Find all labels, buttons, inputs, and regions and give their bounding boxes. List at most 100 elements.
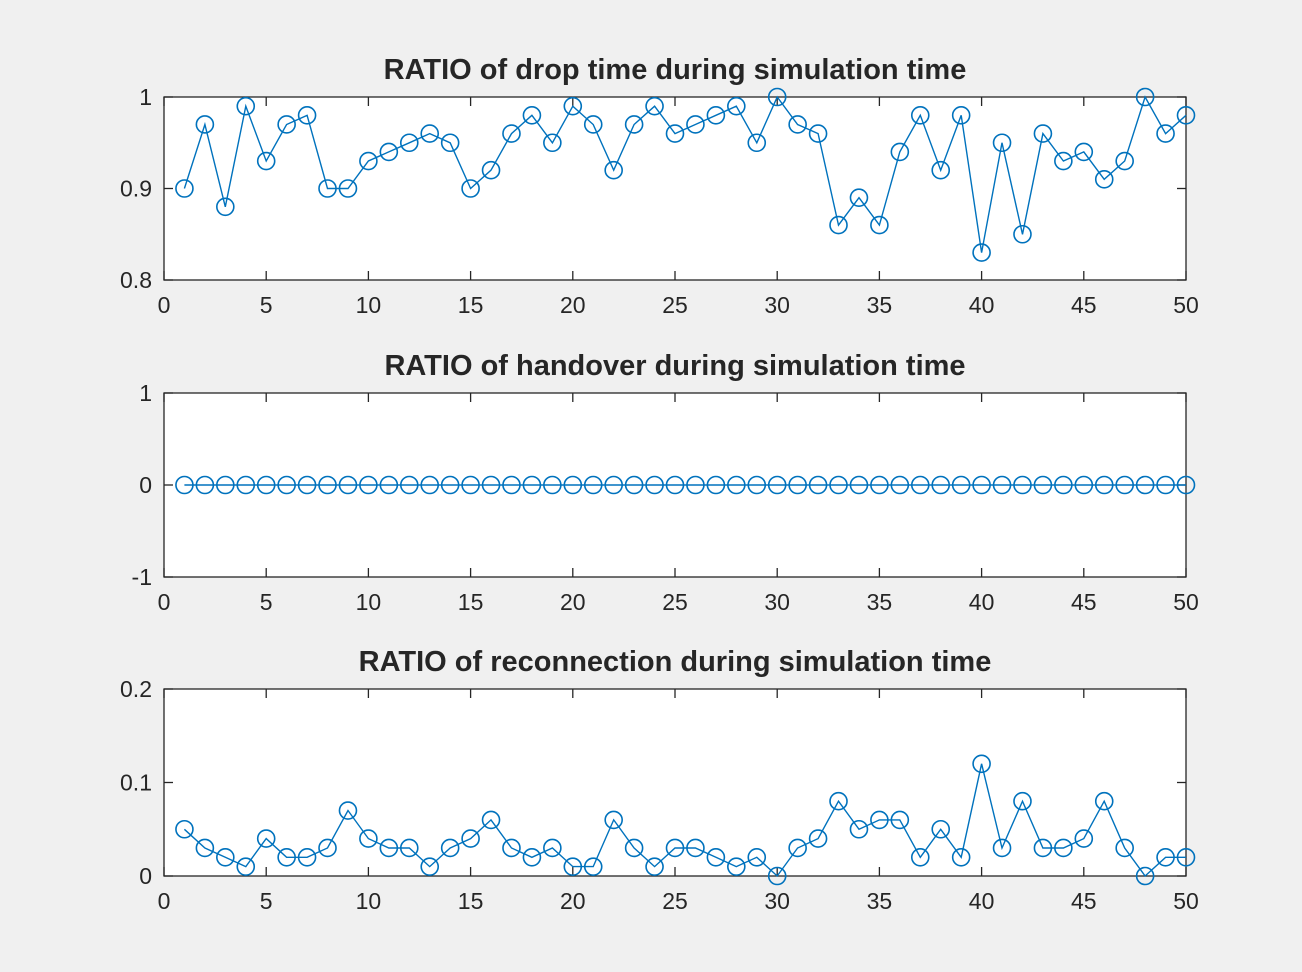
data-point bbox=[686, 475, 705, 495]
data-point bbox=[1094, 475, 1114, 495]
data-point bbox=[829, 791, 848, 811]
data-point bbox=[399, 133, 419, 153]
data-point bbox=[747, 133, 767, 153]
data-point bbox=[808, 124, 828, 143]
x-tick-label: 30 bbox=[764, 589, 790, 615]
x-tick-label: 15 bbox=[458, 589, 484, 615]
data-point bbox=[583, 115, 603, 134]
data-point bbox=[849, 188, 869, 207]
data-point bbox=[256, 829, 276, 848]
data-point bbox=[1176, 475, 1196, 495]
x-tick-label: 25 bbox=[662, 888, 688, 914]
data-point bbox=[461, 475, 480, 495]
data-point bbox=[706, 475, 726, 495]
data-point bbox=[522, 847, 542, 867]
data-point bbox=[359, 151, 378, 171]
data-point bbox=[359, 475, 378, 495]
data-point bbox=[1013, 224, 1032, 244]
data-point bbox=[1094, 170, 1114, 189]
data-point bbox=[543, 133, 562, 153]
data-point bbox=[624, 475, 644, 495]
data-point bbox=[236, 475, 256, 495]
x-tick-label: 20 bbox=[560, 292, 586, 318]
data-point bbox=[665, 475, 685, 495]
data-point bbox=[767, 87, 787, 107]
data-point bbox=[1074, 475, 1094, 495]
data-point bbox=[297, 475, 317, 495]
x-tick-label: 40 bbox=[969, 292, 995, 318]
data-point bbox=[604, 160, 623, 180]
data-point bbox=[931, 475, 951, 495]
axes-box bbox=[163, 688, 1187, 877]
data-point bbox=[788, 838, 807, 858]
data-point bbox=[481, 475, 501, 495]
x-tick-label: 20 bbox=[560, 888, 586, 914]
data-point bbox=[686, 838, 705, 858]
data-point bbox=[1135, 866, 1155, 886]
data-point bbox=[747, 847, 767, 867]
data-point bbox=[502, 475, 521, 495]
y-tick-label: 0.1 bbox=[120, 770, 152, 796]
data-point bbox=[1013, 791, 1032, 811]
data-point bbox=[461, 179, 480, 198]
data-point bbox=[727, 857, 746, 876]
data-point bbox=[931, 160, 951, 180]
data-point bbox=[1135, 475, 1155, 495]
data-point bbox=[665, 124, 685, 143]
data-point bbox=[1054, 838, 1073, 858]
x-tick-label: 15 bbox=[458, 888, 484, 914]
data-point bbox=[481, 810, 501, 830]
data-point bbox=[706, 847, 726, 867]
data-point bbox=[727, 475, 746, 495]
data-point bbox=[338, 475, 358, 495]
data-point bbox=[379, 838, 399, 858]
data-point bbox=[645, 857, 664, 876]
data-point bbox=[890, 475, 910, 495]
x-tick-label: 15 bbox=[458, 292, 484, 318]
x-tick-label: 35 bbox=[867, 589, 893, 615]
data-point bbox=[1054, 151, 1073, 171]
x-tick-label: 25 bbox=[662, 292, 688, 318]
subplot-3: RATIO of reconnection during simulation … bbox=[120, 646, 1199, 914]
data-point bbox=[583, 857, 603, 876]
x-tick-label: 35 bbox=[867, 292, 893, 318]
data-point bbox=[604, 475, 623, 495]
data-point bbox=[604, 810, 623, 830]
x-tick-label: 50 bbox=[1173, 888, 1199, 914]
data-point bbox=[788, 475, 807, 495]
y-tick-label: 0.8 bbox=[120, 267, 152, 293]
data-point bbox=[563, 96, 583, 116]
data-point bbox=[992, 838, 1012, 858]
data-point bbox=[910, 106, 930, 125]
data-point bbox=[318, 179, 337, 198]
x-tick-label: 30 bbox=[764, 292, 790, 318]
data-point bbox=[992, 133, 1012, 153]
subplot-2: RATIO of handover during simulation time… bbox=[132, 350, 1199, 615]
data-point bbox=[216, 847, 235, 867]
chart-title: RATIO of reconnection during simulation … bbox=[359, 646, 992, 678]
data-point bbox=[440, 133, 460, 153]
data-point bbox=[440, 838, 460, 858]
data-point bbox=[849, 475, 869, 495]
data-point bbox=[910, 475, 930, 495]
data-point bbox=[277, 475, 296, 495]
subplot-1: RATIO of drop time during simulation tim… bbox=[120, 54, 1199, 318]
x-tick-label: 50 bbox=[1173, 589, 1199, 615]
x-tick-label: 0 bbox=[158, 589, 171, 615]
data-point bbox=[420, 475, 440, 495]
data-point bbox=[297, 847, 317, 867]
data-point bbox=[297, 106, 317, 125]
data-point bbox=[931, 819, 951, 839]
data-point bbox=[236, 857, 256, 876]
data-point bbox=[236, 96, 256, 116]
data-point bbox=[195, 475, 215, 495]
data-point bbox=[1074, 142, 1094, 162]
x-tick-label: 45 bbox=[1071, 292, 1097, 318]
data-point bbox=[399, 838, 419, 858]
x-tick-label: 10 bbox=[356, 292, 382, 318]
x-tick-label: 5 bbox=[260, 888, 273, 914]
data-point bbox=[1033, 124, 1053, 143]
data-point bbox=[522, 475, 542, 495]
data-point bbox=[256, 475, 276, 495]
